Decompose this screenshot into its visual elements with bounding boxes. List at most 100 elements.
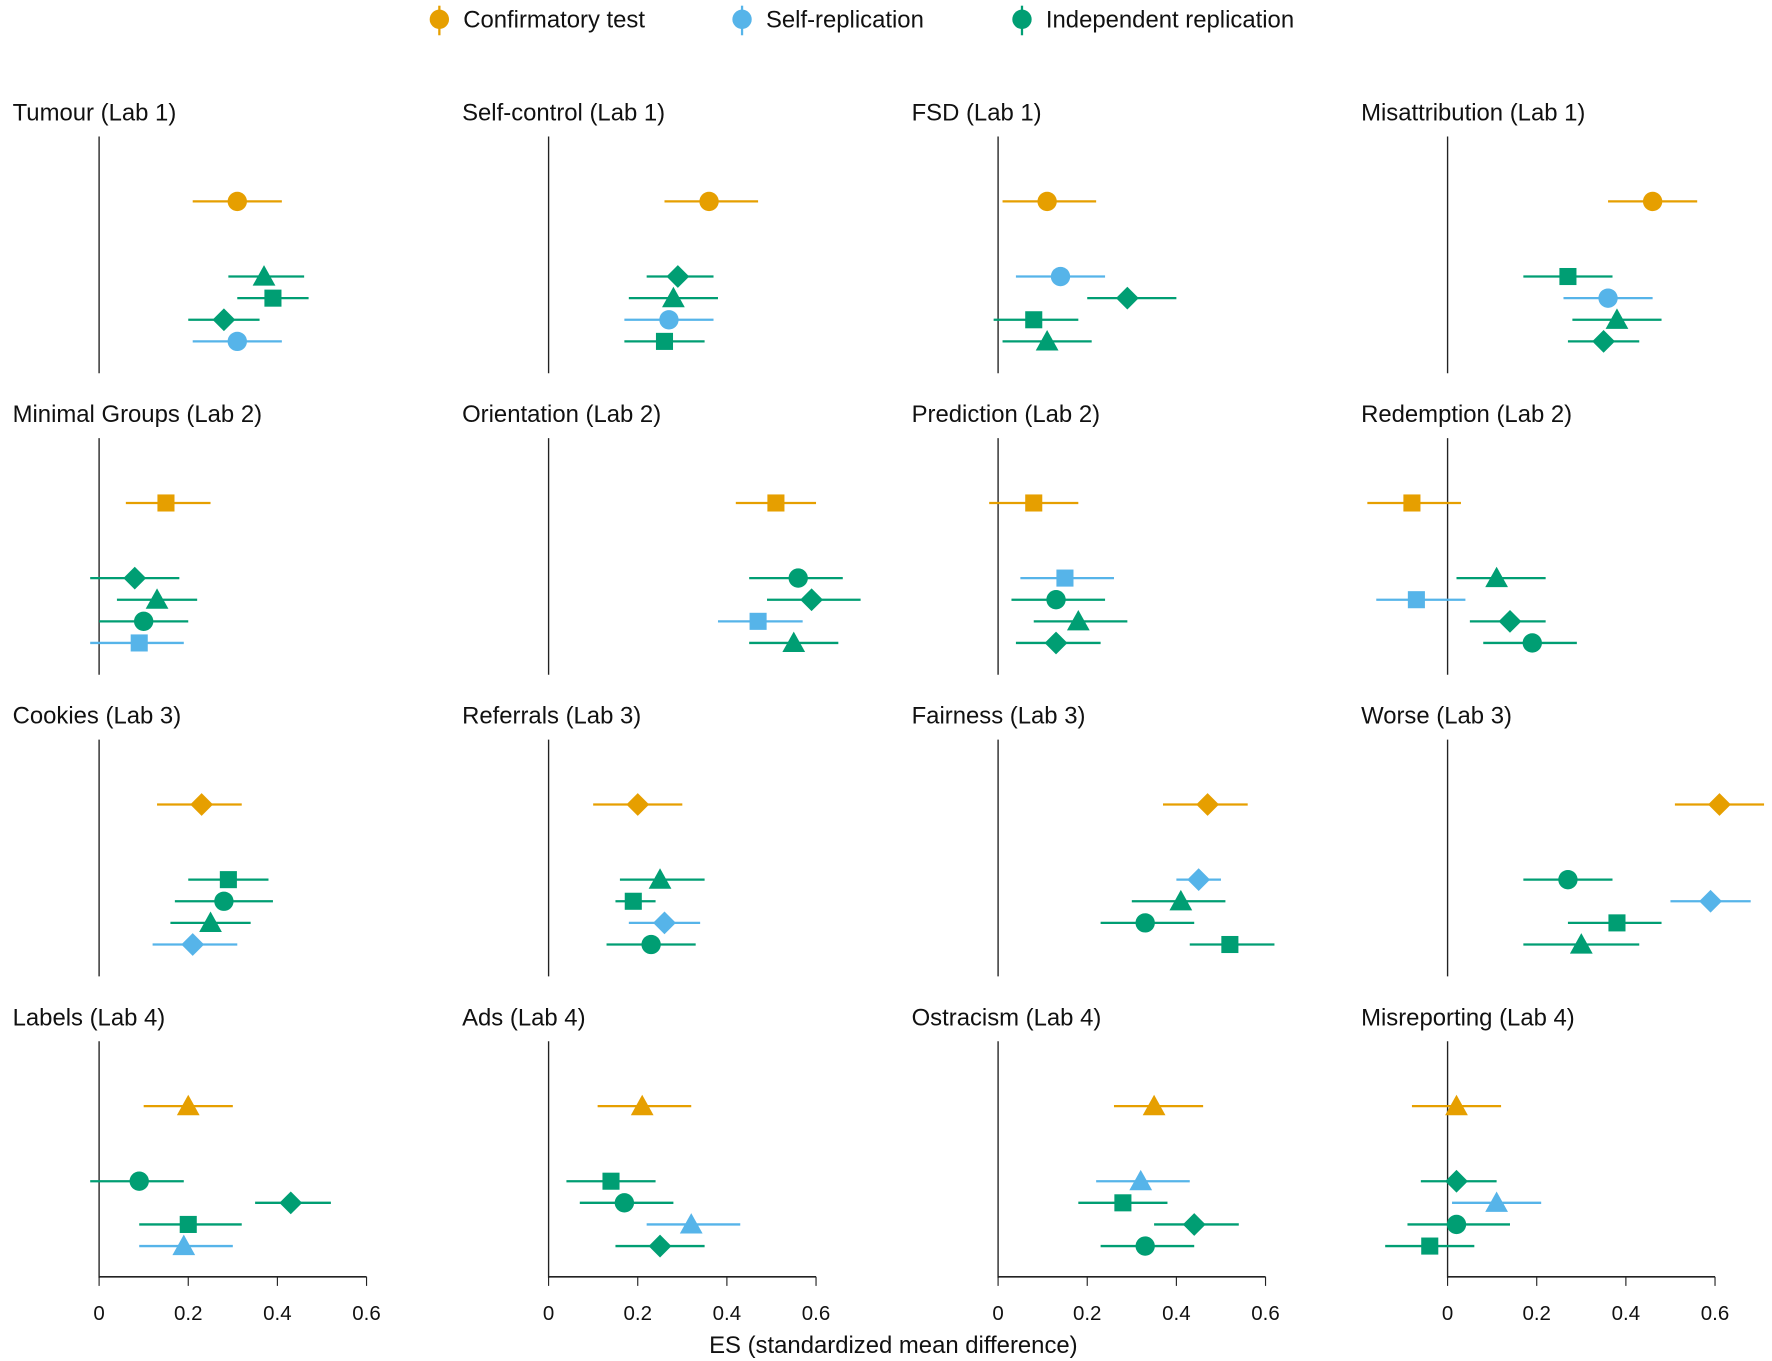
point-confirmatory (143, 1094, 233, 1116)
legend-label: Independent replication (1046, 6, 1294, 33)
diamond-marker (648, 1234, 672, 1258)
circle-marker (214, 891, 234, 911)
x-tick-label: 0 (1442, 1302, 1453, 1325)
square-marker (1407, 591, 1425, 609)
point-self (139, 1234, 233, 1256)
panel: FSD (Lab 1) (912, 100, 1177, 374)
point-independent (170, 911, 251, 932)
point-independent (1154, 1213, 1239, 1236)
triangle-marker (1142, 1094, 1166, 1116)
panel: Labels (Lab 4) 0 0.2 0.4 0.6 (13, 1004, 381, 1325)
point-independent (1523, 933, 1640, 954)
point-independent (174, 891, 273, 911)
triangle-marker (172, 1234, 196, 1256)
x-tick-label: 0.2 (174, 1302, 202, 1325)
point-self (152, 933, 238, 956)
panels: Tumour (Lab 1) Self-control (Lab 1) FSD (L… (13, 100, 1765, 1325)
triangle-marker (1605, 308, 1629, 329)
point-self (624, 310, 714, 330)
triangle-marker (1129, 1169, 1153, 1191)
triangle-marker (782, 631, 806, 653)
point-confirmatory (597, 1094, 692, 1116)
point-confirmatory (125, 494, 211, 512)
circle-marker (1135, 913, 1155, 933)
point-self (717, 612, 803, 630)
x-tick-label: 0.4 (1162, 1302, 1190, 1325)
circle-marker (614, 1193, 635, 1213)
panel: Worse (Lab 3) (1361, 703, 1765, 977)
point-self (1670, 889, 1751, 913)
panel-title: Referrals (Lab 3) (462, 703, 641, 730)
point-self (628, 911, 701, 935)
point-independent (1420, 1169, 1497, 1193)
x-axis-label: ES (standardized mean difference) (709, 1332, 1078, 1359)
point-independent (99, 611, 189, 631)
point-independent (1456, 566, 1546, 588)
panel-title: Minimal Groups (Lab 2) (13, 401, 262, 428)
triangle-marker (199, 911, 222, 932)
point-independent (1078, 1194, 1168, 1212)
point-independent (767, 588, 861, 612)
panel-title: FSD (Lab 1) (912, 100, 1042, 127)
square-marker (1221, 935, 1239, 954)
circle-marker (1642, 191, 1663, 212)
point-confirmatory (1113, 1094, 1204, 1116)
diamond-marker (123, 566, 147, 590)
triangle-marker (1445, 1094, 1468, 1116)
panel-title: Misreporting (Lab 4) (1361, 1004, 1575, 1031)
point-independent (749, 631, 839, 653)
x-tick-label: 0.4 (1612, 1302, 1640, 1325)
point-independent (1469, 609, 1546, 633)
point-independent (1033, 609, 1128, 631)
point-independent (237, 289, 309, 307)
point-independent (1100, 1236, 1195, 1256)
x-tick-label: 0.6 (1701, 1302, 1729, 1325)
circle-marker (129, 1171, 149, 1191)
point-independent (1483, 633, 1577, 653)
square-marker (1403, 494, 1421, 512)
diamond-marker (653, 911, 676, 935)
x-axis: 0 0.2 0.4 0.6 (1442, 1275, 1729, 1325)
circle-marker (1446, 1214, 1467, 1235)
square-marker (624, 892, 642, 910)
point-self (1376, 591, 1466, 609)
circle-marker (227, 331, 247, 352)
legend-label: Self-replication (766, 6, 924, 33)
panel: Minimal Groups (Lab 2) (13, 401, 262, 675)
point-independent (1385, 1237, 1475, 1255)
legend-item-independent: Independent replication (1012, 5, 1294, 36)
point-independent (619, 868, 705, 889)
panel-title: Cookies (Lab 3) (13, 703, 182, 730)
point-self (1176, 868, 1221, 892)
point-confirmatory (1163, 793, 1248, 816)
square-marker (130, 634, 148, 652)
triangle-marker (1035, 330, 1059, 351)
point-independent (1407, 1214, 1510, 1235)
panel: Misreporting (Lab 4) 0 0.2 0.4 0.6 (1361, 1004, 1729, 1325)
legend-marker-icon (732, 9, 752, 30)
diamond-marker (800, 588, 823, 612)
point-independent (615, 1234, 705, 1258)
square-marker (767, 494, 785, 512)
legend-item-self: Self-replication (732, 5, 924, 36)
diamond-marker (1445, 1169, 1468, 1193)
x-tick-label: 0 (93, 1302, 104, 1325)
point-independent (1523, 869, 1613, 890)
point-self (1452, 1191, 1542, 1212)
point-confirmatory (664, 191, 759, 212)
diamond-marker (279, 1191, 303, 1215)
triangle-marker (1569, 933, 1593, 954)
point-independent (1100, 913, 1195, 933)
point-self (646, 1213, 741, 1234)
circle-marker (1046, 590, 1066, 610)
point-self (1563, 288, 1653, 308)
triangle-marker (1485, 566, 1508, 588)
square-marker (602, 1172, 620, 1190)
diamond-marker (1115, 286, 1139, 310)
x-tick-label: 0.6 (802, 1302, 830, 1325)
x-tick-label: 0 (992, 1302, 1003, 1325)
point-self (1015, 266, 1106, 287)
panel-title: Self-control (Lab 1) (462, 100, 665, 127)
point-self (1020, 569, 1114, 587)
point-confirmatory (1367, 494, 1461, 512)
